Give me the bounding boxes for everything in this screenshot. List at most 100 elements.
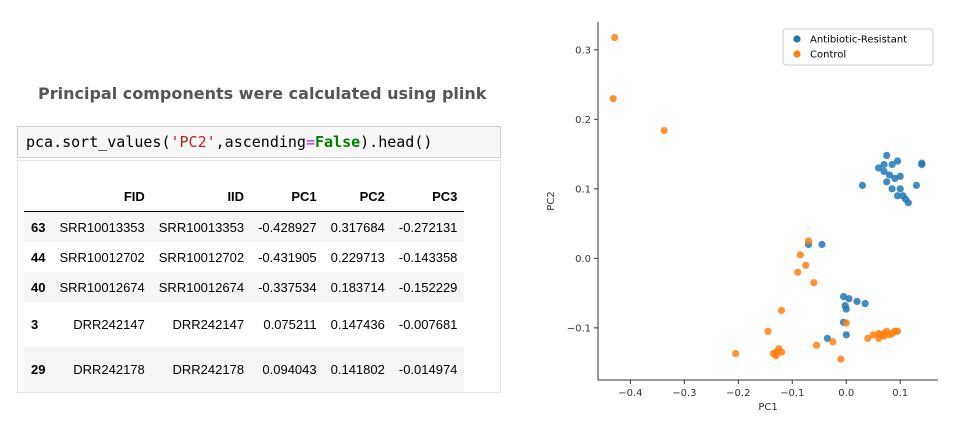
data-point-resistant: [904, 199, 912, 207]
y-tick-label: 0.2: [575, 115, 591, 126]
data-point-resistant: [899, 192, 907, 200]
data-point-resistant: [891, 174, 899, 183]
table-row: 63 SRR10013353 SRR10013353 -0.428927 0.3…: [24, 211, 465, 242]
table-cell: 0.183714: [330, 279, 385, 295]
table-header-row: FID IID PC1 PC2 PC3: [24, 181, 465, 212]
data-point-control: [609, 95, 617, 103]
column-header: FID: [52, 181, 152, 212]
data-point-control: [777, 348, 786, 356]
data-point-control: [842, 319, 850, 327]
table-row: 29 DRR242178 DRR242178 0.094043 0.141802…: [24, 347, 465, 392]
table-row: 3 DRR242147 DRR242147 0.075211 0.147436 …: [24, 302, 465, 347]
table-cell: 0.094043: [262, 362, 317, 377]
data-point-resistant: [861, 299, 869, 308]
table-cell: DRR242178: [73, 362, 145, 377]
code-line: pca.sort_values('PC2',ascending=False).h…: [26, 133, 432, 151]
pca-scatter-chart: −0.4 −0.3 −0.2 −0.1 0.0 0.1 −0.1 0.0 0.1 0.2 0.3 PC…: [546, 22, 938, 413]
data-point-resistant: [912, 181, 921, 189]
code-middle: ,ascending: [215, 133, 306, 151]
data-point-control: [804, 237, 813, 245]
legend: Antibiotic-Resistant Control: [782, 28, 934, 66]
table-cell: -0.152229: [398, 279, 458, 295]
data-point-control: [796, 251, 804, 259]
data-point-resistant: [875, 164, 883, 172]
scatter-points-layer: [609, 33, 926, 363]
x-tick-label: −0.2: [726, 388, 750, 399]
data-point-resistant: [880, 167, 888, 176]
column-header: PC1: [251, 181, 324, 212]
y-axis-label: PC2: [546, 191, 557, 210]
data-point-control: [869, 331, 877, 339]
data-point-control: [794, 268, 802, 276]
row-index: 29: [31, 362, 46, 377]
table-cell: 0.229713: [330, 249, 385, 265]
code-equals: =: [305, 133, 315, 151]
table-cell: -0.272131: [398, 219, 458, 235]
legend-label: Control: [810, 50, 846, 61]
data-point-control: [829, 338, 837, 346]
data-point-control: [764, 327, 772, 335]
code-keyword: False: [315, 133, 361, 151]
data-point-resistant: [883, 178, 891, 186]
axes-layer: −0.4 −0.3 −0.2 −0.1 0.0 0.1 −0.1 0.0 0.1 0.2 0.3 PC…: [546, 22, 938, 413]
data-point-control: [769, 349, 777, 358]
table-cell: SRR10012674: [59, 279, 145, 295]
data-point-control: [880, 332, 888, 340]
data-point-control: [611, 33, 619, 42]
data-point-control: [732, 349, 740, 358]
data-point-control: [812, 341, 821, 349]
data-point-resistant: [845, 295, 853, 303]
column-header: PC2: [323, 181, 392, 212]
dataframe-table: FID IID PC1 PC2 PC3 63 SRR10013353 SRR10…: [24, 181, 465, 392]
data-point-resistant: [893, 192, 902, 200]
table-cell: DRR242147: [73, 317, 145, 332]
data-point-control: [875, 329, 883, 338]
x-tick-label: 0.0: [838, 388, 854, 399]
table-cell: SRR10013353: [158, 219, 245, 235]
caption-text: Principal components were calculated usi…: [38, 84, 487, 103]
data-point-resistant: [893, 157, 902, 165]
x-tick-label: −0.4: [618, 388, 642, 399]
column-header: PC3: [391, 181, 465, 212]
y-tick-label: −0.1: [567, 323, 591, 334]
legend-box: [782, 28, 934, 66]
data-point-control: [802, 261, 810, 269]
legend-label: Antibiotic-Resistant: [810, 35, 907, 46]
data-point-resistant: [896, 185, 904, 193]
table-cell: -0.014974: [398, 362, 458, 377]
code-prefix: pca.sort_values(: [26, 133, 171, 151]
x-tick-label: −0.3: [672, 388, 696, 399]
data-point-control: [660, 127, 668, 135]
table-cell: 0.075211: [263, 317, 317, 332]
row-index: 63: [31, 219, 46, 235]
data-point-resistant: [839, 292, 848, 301]
table-cell: -0.337534: [258, 279, 317, 295]
legend-marker: [793, 50, 801, 58]
table-cell: SRR10013353: [59, 219, 145, 235]
data-point-control: [837, 355, 845, 363]
row-index: 40: [31, 279, 46, 295]
table-row: 44 SRR10012702 SRR10012702 -0.431905 0.2…: [24, 242, 465, 272]
data-point-resistant: [918, 160, 926, 169]
table-cell: SRR10012702: [158, 249, 245, 265]
legend-marker: [793, 35, 801, 43]
dataframe-output: FID IID PC1 PC2 PC3 63 SRR10013353 SRR10…: [17, 160, 501, 393]
data-point-resistant: [842, 331, 850, 339]
y-tick-label: 0.3: [575, 45, 591, 56]
row-index: 44: [31, 249, 46, 265]
row-index: 3: [31, 317, 39, 332]
data-point-resistant: [880, 160, 888, 169]
data-point-resistant: [823, 334, 831, 342]
data-point-resistant: [885, 171, 894, 179]
code-cell[interactable]: pca.sort_values('PC2',ascending=False).h…: [17, 126, 501, 158]
table-cell: -0.431905: [258, 249, 317, 265]
y-tick-label: 0.1: [575, 184, 591, 195]
table-cell: 0.317684: [330, 219, 385, 235]
table-cell: DRR242147: [172, 317, 245, 332]
x-axis-label: PC1: [758, 402, 777, 413]
table-cell: -0.428927: [258, 219, 317, 235]
table-cell: SRR10012702: [59, 249, 145, 265]
data-point-resistant: [858, 181, 867, 189]
data-point-control: [864, 334, 872, 342]
data-point-resistant: [888, 185, 896, 193]
